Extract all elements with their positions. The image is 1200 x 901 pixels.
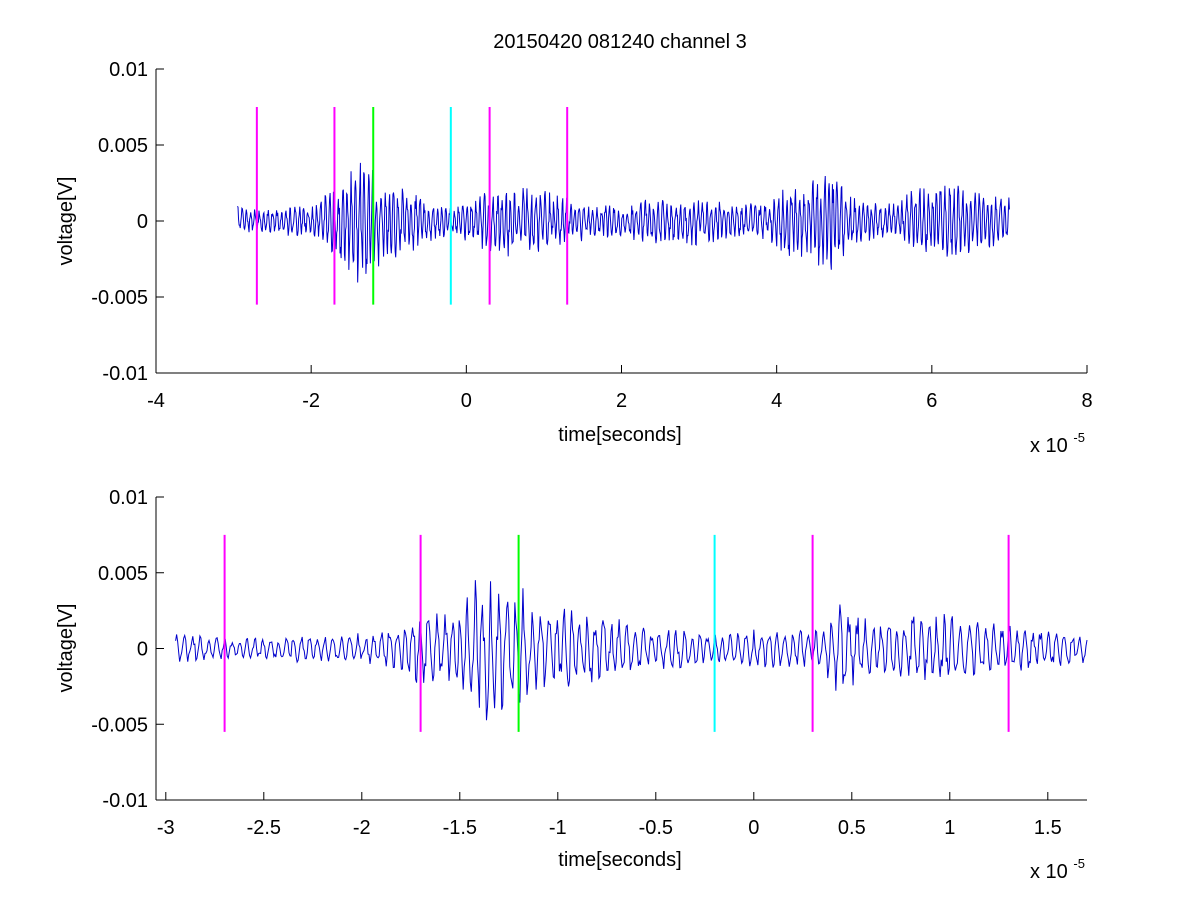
bottom-signal-line [175,580,1088,721]
bottom-x-exponent-power: -5 [1073,856,1085,871]
top-xtick-label: 8 [1081,390,1092,412]
bottom-xtick-label: 0.5 [838,817,866,839]
top-xtick-label: -2 [302,390,320,412]
bottom-xtick-label: -3 [157,817,175,839]
bottom-ytick-label: -0.01 [102,790,148,812]
bottom-xlabel: time[seconds] [558,849,681,871]
bottom-panel: 0.01 0.005 0 -0.005 -0.01 -3 -2.5 -2 -1.5 -1 -0.5 0… [55,487,1088,883]
top-x-exponent-label: x 10 -5 [1030,430,1085,457]
bottom-xtick-label: -2 [353,817,371,839]
top-xtick-label: -4 [147,390,165,412]
top-xtick-label: 0 [461,390,472,412]
bottom-xtick-label: -1 [549,817,567,839]
bottom-plot-area: 0.01 0.005 0 -0.005 -0.01 -3 -2.5 -2 -1.5 -1 -0.5 0… [91,487,1088,839]
bottom-ytick-label: 0.005 [98,563,148,585]
figure-title: 20150420 081240 channel 3 [493,31,747,53]
top-signal-line [237,162,1010,283]
top-panel: 0.01 0.005 0 -0.005 -0.01 -4 -2 0 2 4 6 8 time[seco… [55,59,1093,457]
top-xtick-label: 2 [616,390,627,412]
top-x-exponent-power: -5 [1073,430,1085,445]
bottom-xtick-label: -1.5 [443,817,477,839]
bottom-xtick-label: 0 [748,817,759,839]
top-plot-area: 0.01 0.005 0 -0.005 -0.01 -4 -2 0 2 4 6 8 [91,59,1092,412]
top-ytick-label: 0.005 [98,135,148,157]
top-ytick-label: 0.01 [109,59,148,81]
bottom-xtick-label: -0.5 [639,817,673,839]
bottom-ylabel: voltage[V] [55,604,77,693]
top-ytick-label: -0.005 [91,287,148,309]
bottom-xtick-label: 1.5 [1034,817,1062,839]
bottom-x-exponent-base: x 10 [1030,861,1068,883]
top-xlabel: time[seconds] [558,424,681,446]
bottom-xtick-label: 1 [944,817,955,839]
top-ytick-label: 0 [137,211,148,233]
top-x-exponent-base: x 10 [1030,435,1068,457]
bottom-x-exponent-label: x 10 -5 [1030,856,1085,883]
top-xtick-label: 4 [771,390,782,412]
bottom-xtick-label: -2.5 [247,817,281,839]
top-xtick-label: 6 [926,390,937,412]
bottom-ytick-label: 0 [137,639,148,661]
top-ylabel: voltage[V] [55,177,77,266]
top-ytick-label: -0.01 [102,363,148,385]
bottom-ytick-label: -0.005 [91,714,148,736]
bottom-ytick-label: 0.01 [109,487,148,509]
